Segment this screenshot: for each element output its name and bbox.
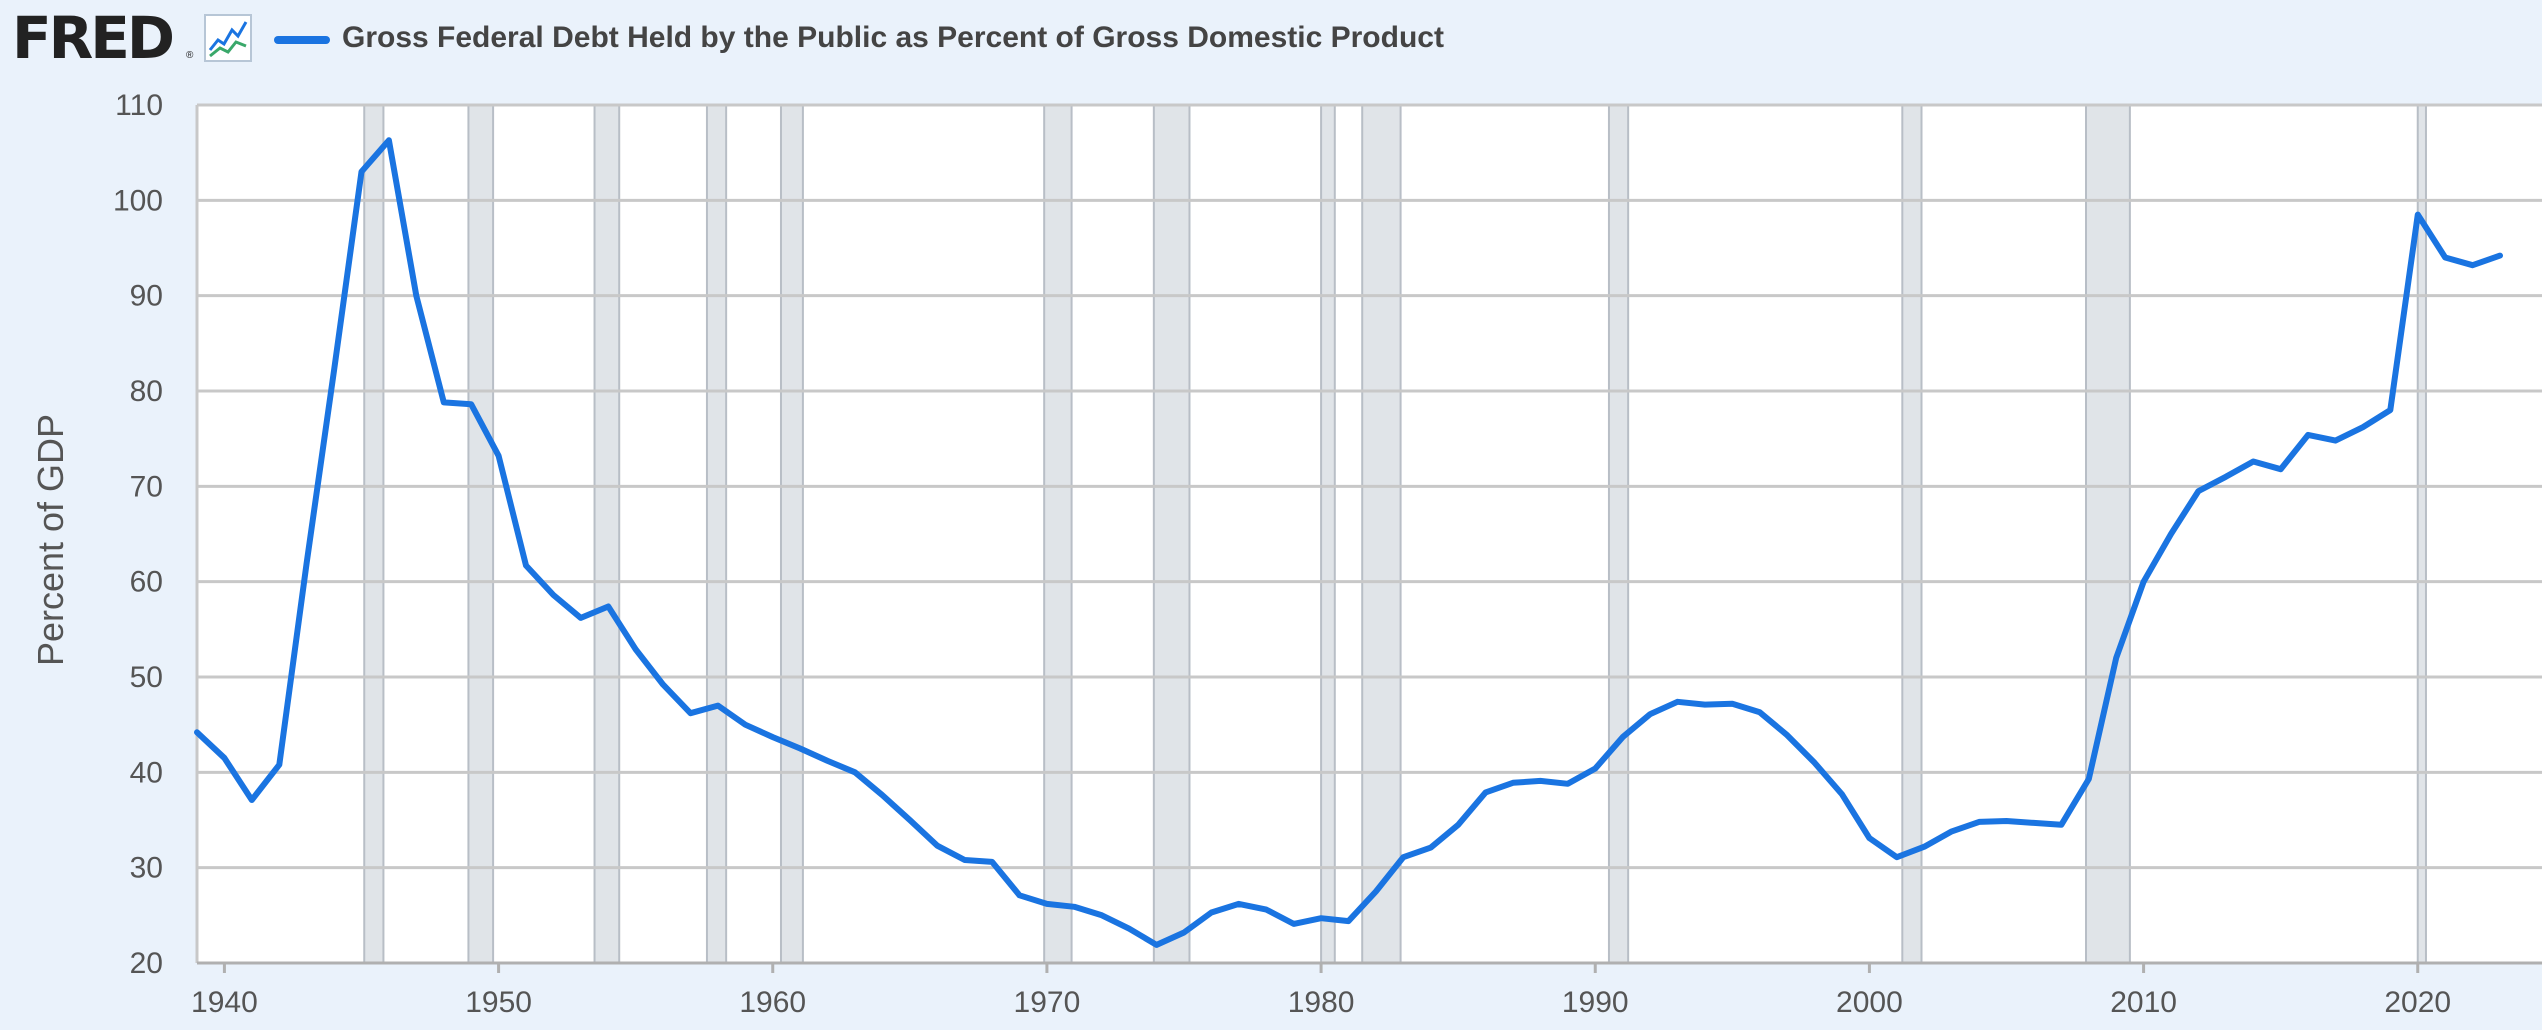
x-tick-label: 1970 (1014, 986, 1081, 1019)
line-chart-icon[interactable] (204, 14, 252, 62)
x-tick-label: 1980 (1288, 986, 1355, 1019)
recession-band (2086, 105, 2130, 963)
recession-band (706, 105, 727, 963)
x-tick-label: 2010 (2110, 986, 2177, 1019)
recession-band (594, 105, 620, 963)
registered-mark: ® (186, 50, 194, 61)
recession-band (1153, 105, 1190, 963)
y-tick-label: 100 (113, 184, 163, 217)
y-tick-label: 40 (130, 756, 163, 789)
y-tick-label: 80 (130, 375, 163, 408)
x-tick-label: 1960 (739, 986, 806, 1019)
recession-band (2417, 105, 2426, 963)
x-axis: 1940 1950 1960 1970 1980 1990 2000 2010 2020 (191, 963, 2451, 1019)
recession-band (1044, 105, 1072, 963)
y-tick-label: 60 (130, 566, 163, 599)
recession-band (1608, 105, 1629, 963)
y-tick-label: 50 (130, 661, 163, 694)
x-tick-label: 1950 (465, 986, 532, 1019)
y-tick-label: 90 (130, 280, 163, 313)
y-axis: 20 30 40 50 60 70 80 90 100 110 (113, 89, 163, 980)
fred-logo[interactable]: FRED (12, 4, 175, 72)
recession-band (1902, 105, 1922, 963)
recession-bands (363, 105, 2427, 963)
gridlines (195, 103, 2542, 965)
recession-band (780, 105, 803, 963)
y-tick-label: 20 (130, 947, 163, 980)
y-tick-label: 70 (130, 470, 163, 503)
x-tick-label: 2020 (2384, 986, 2451, 1019)
x-tick-label: 1990 (1562, 986, 1629, 1019)
y-axis-label: Percent of GDP (30, 414, 71, 666)
recession-band (1362, 105, 1401, 963)
recession-band (468, 105, 494, 963)
recession-band (364, 105, 384, 963)
series-group (194, 137, 2503, 948)
x-tick-label: 1940 (191, 986, 258, 1019)
legend-series-label: Gross Federal Debt Held by the Public as… (342, 21, 1444, 54)
recession-band (1321, 105, 1335, 963)
y-tick-label: 110 (115, 89, 163, 122)
x-tick-label: 2000 (1836, 986, 1903, 1019)
y-tick-label: 30 (130, 852, 163, 885)
chart-header: FRED ® Gross Federal Debt Held by the Pu… (0, 0, 2542, 80)
series-line[interactable] (194, 137, 2503, 948)
legend-swatch (274, 36, 330, 44)
